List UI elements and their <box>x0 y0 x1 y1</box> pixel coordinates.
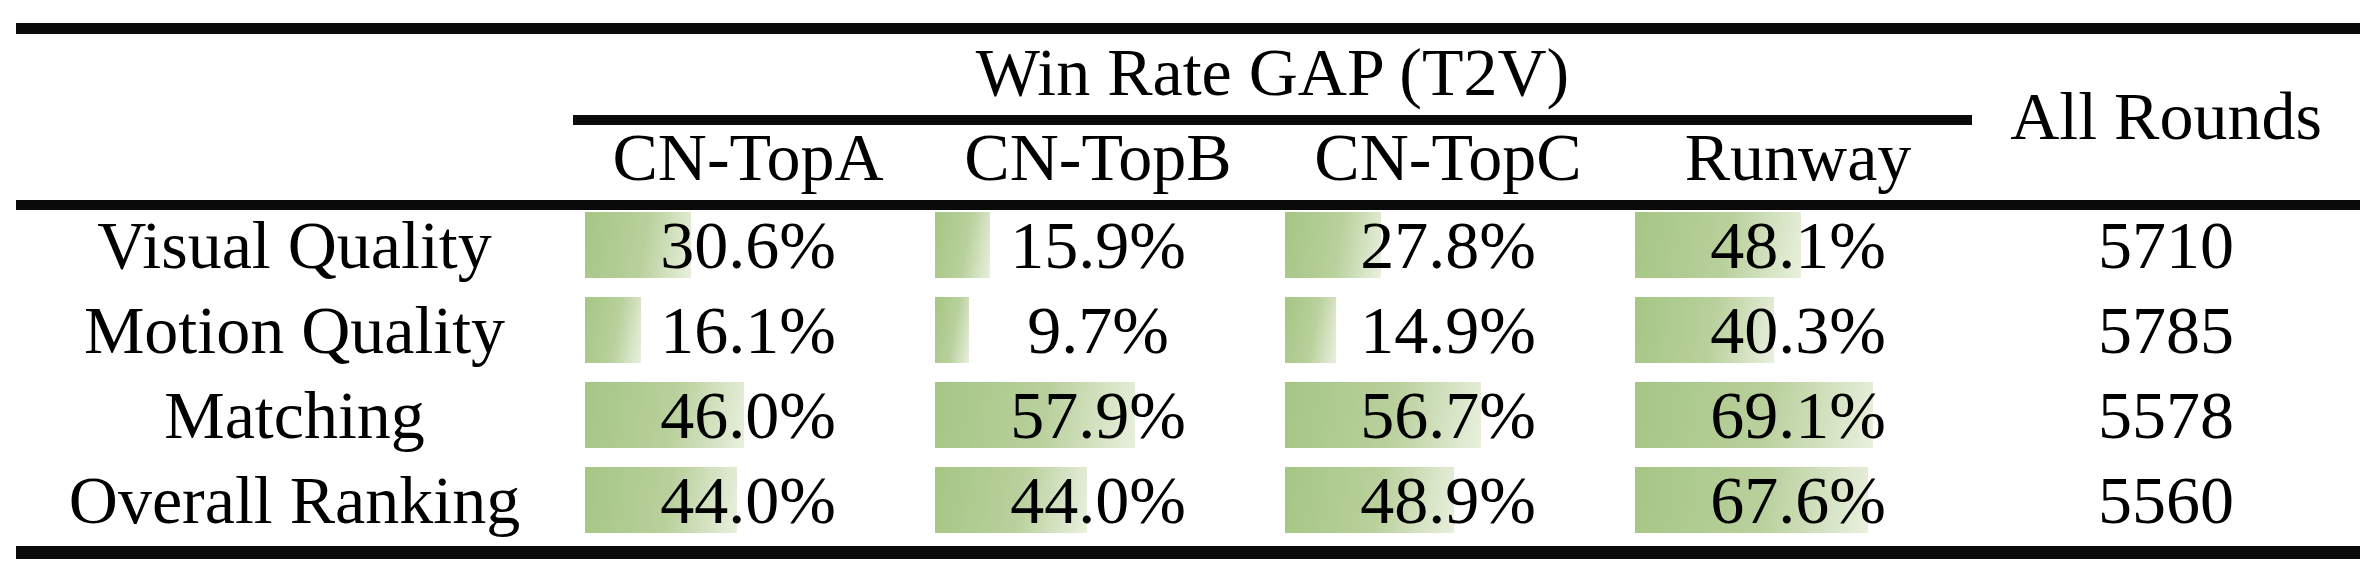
table-row-motion-quality: Motion Quality16.1%9.7%14.9%40.3%5785 <box>0 288 2376 373</box>
win-rate-cell-cn-topb: 9.7% <box>923 288 1273 373</box>
bottom-rule <box>16 546 2360 559</box>
win-rate-cell-runway: 40.3% <box>1623 288 1973 373</box>
all-rounds-header: All Rounds <box>1972 32 2360 200</box>
win-rate-value: 27.8% <box>1273 203 1623 288</box>
win-rate-value: 46.0% <box>573 373 923 458</box>
all-rounds-value: 5560 <box>1972 458 2360 543</box>
win-rate-value: 56.7% <box>1273 373 1623 458</box>
win-rate-value: 30.6% <box>573 203 923 288</box>
win-rate-value: 57.9% <box>923 373 1273 458</box>
win-rate-cell-runway: 48.1% <box>1623 203 1973 288</box>
row-label: Visual Quality <box>16 203 573 288</box>
win-rate-value: 48.1% <box>1623 203 1973 288</box>
win-rate-value: 16.1% <box>573 288 923 373</box>
win-rate-cell-cn-topa: 44.0% <box>573 458 923 543</box>
group-header-win-rate-gap: Win Rate GAP (T2V) <box>573 30 1972 114</box>
win-rate-value: 69.1% <box>1623 373 1973 458</box>
win-rate-value: 9.7% <box>923 288 1273 373</box>
win-rate-value: 14.9% <box>1273 288 1623 373</box>
win-rate-value: 15.9% <box>923 203 1273 288</box>
table-row-matching: Matching46.0%57.9%56.7%69.1%5578 <box>0 373 2376 458</box>
all-rounds-value: 5785 <box>1972 288 2360 373</box>
win-rate-cell-cn-topb: 15.9% <box>923 203 1273 288</box>
win-rate-cell-cn-topa: 46.0% <box>573 373 923 458</box>
column-header-cn-topa: CN-TopA <box>573 115 923 200</box>
row-label: Motion Quality <box>16 288 573 373</box>
win-rate-value: 48.9% <box>1273 458 1623 543</box>
all-rounds-value: 5578 <box>1972 373 2360 458</box>
win-rate-cell-cn-topa: 16.1% <box>573 288 923 373</box>
win-rate-cell-cn-topa: 30.6% <box>573 203 923 288</box>
row-label: Overall Ranking <box>16 458 573 543</box>
win-rate-cell-runway: 69.1% <box>1623 373 1973 458</box>
table-row-overall-ranking: Overall Ranking44.0%44.0%48.9%67.6%5560 <box>0 458 2376 543</box>
win-rate-cell-cn-topc: 27.8% <box>1273 203 1623 288</box>
win-rate-value: 44.0% <box>573 458 923 543</box>
win-rate-cell-cn-topb: 44.0% <box>923 458 1273 543</box>
win-rate-value: 67.6% <box>1623 458 1973 543</box>
column-header-runway: Runway <box>1623 115 1973 200</box>
all-rounds-value: 5710 <box>1972 203 2360 288</box>
table-row-visual-quality: Visual Quality30.6%15.9%27.8%48.1%5710 <box>0 203 2376 288</box>
win-rate-cell-cn-topb: 57.9% <box>923 373 1273 458</box>
row-label: Matching <box>16 373 573 458</box>
win-rate-value: 44.0% <box>923 458 1273 543</box>
win-rate-value: 40.3% <box>1623 288 1973 373</box>
win-rate-table: Win Rate GAP (T2V) CN-TopACN-TopBCN-TopC… <box>0 0 2376 568</box>
column-header-cn-topb: CN-TopB <box>923 115 1273 200</box>
win-rate-cell-cn-topc: 14.9% <box>1273 288 1623 373</box>
column-header-cn-topc: CN-TopC <box>1273 115 1623 200</box>
win-rate-cell-runway: 67.6% <box>1623 458 1973 543</box>
win-rate-cell-cn-topc: 48.9% <box>1273 458 1623 543</box>
win-rate-cell-cn-topc: 56.7% <box>1273 373 1623 458</box>
